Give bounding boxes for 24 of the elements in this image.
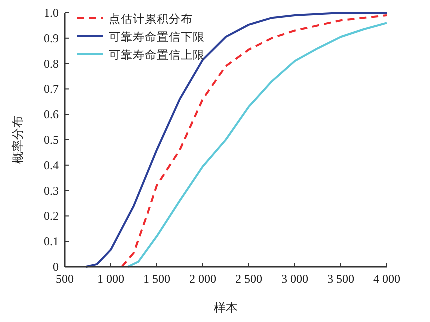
y-tick-label: 0.9	[44, 31, 59, 46]
y-tick-label: 0.4	[44, 158, 59, 172]
x-tick-label: 4 000	[374, 272, 400, 286]
y-tick-label: 0.8	[44, 56, 59, 71]
y-tick-label: 0.1	[44, 234, 59, 249]
y-tick-label: 0.2	[44, 209, 59, 224]
x-axis-title: 样本	[214, 301, 238, 315]
y-tick-label: 0.3	[44, 184, 59, 198]
y-axis-title: 概率分布	[11, 116, 25, 164]
legend-label: 点估计累积分布	[109, 13, 193, 26]
y-tick-label: 0	[53, 260, 59, 274]
x-tick-label: 500	[56, 272, 74, 286]
y-tick-label: 0.6	[44, 108, 59, 122]
legend-label: 可靠寿命置信下限	[109, 31, 205, 44]
x-tick-label: 2 500	[236, 272, 262, 286]
x-tick-label: 2 000	[190, 272, 216, 286]
x-tick-label: 1 000	[98, 272, 124, 286]
y-tick-label: 0.5	[44, 133, 59, 147]
y-tick-label: 0.7	[44, 82, 59, 96]
x-tick-label: 1 500	[144, 272, 170, 286]
x-tick-label: 3 500	[328, 272, 354, 286]
legend-label: 可靠寿命置信上限	[109, 49, 205, 62]
x-tick-label: 3 000	[282, 272, 308, 286]
y-tick-label: 1.0	[44, 6, 59, 20]
